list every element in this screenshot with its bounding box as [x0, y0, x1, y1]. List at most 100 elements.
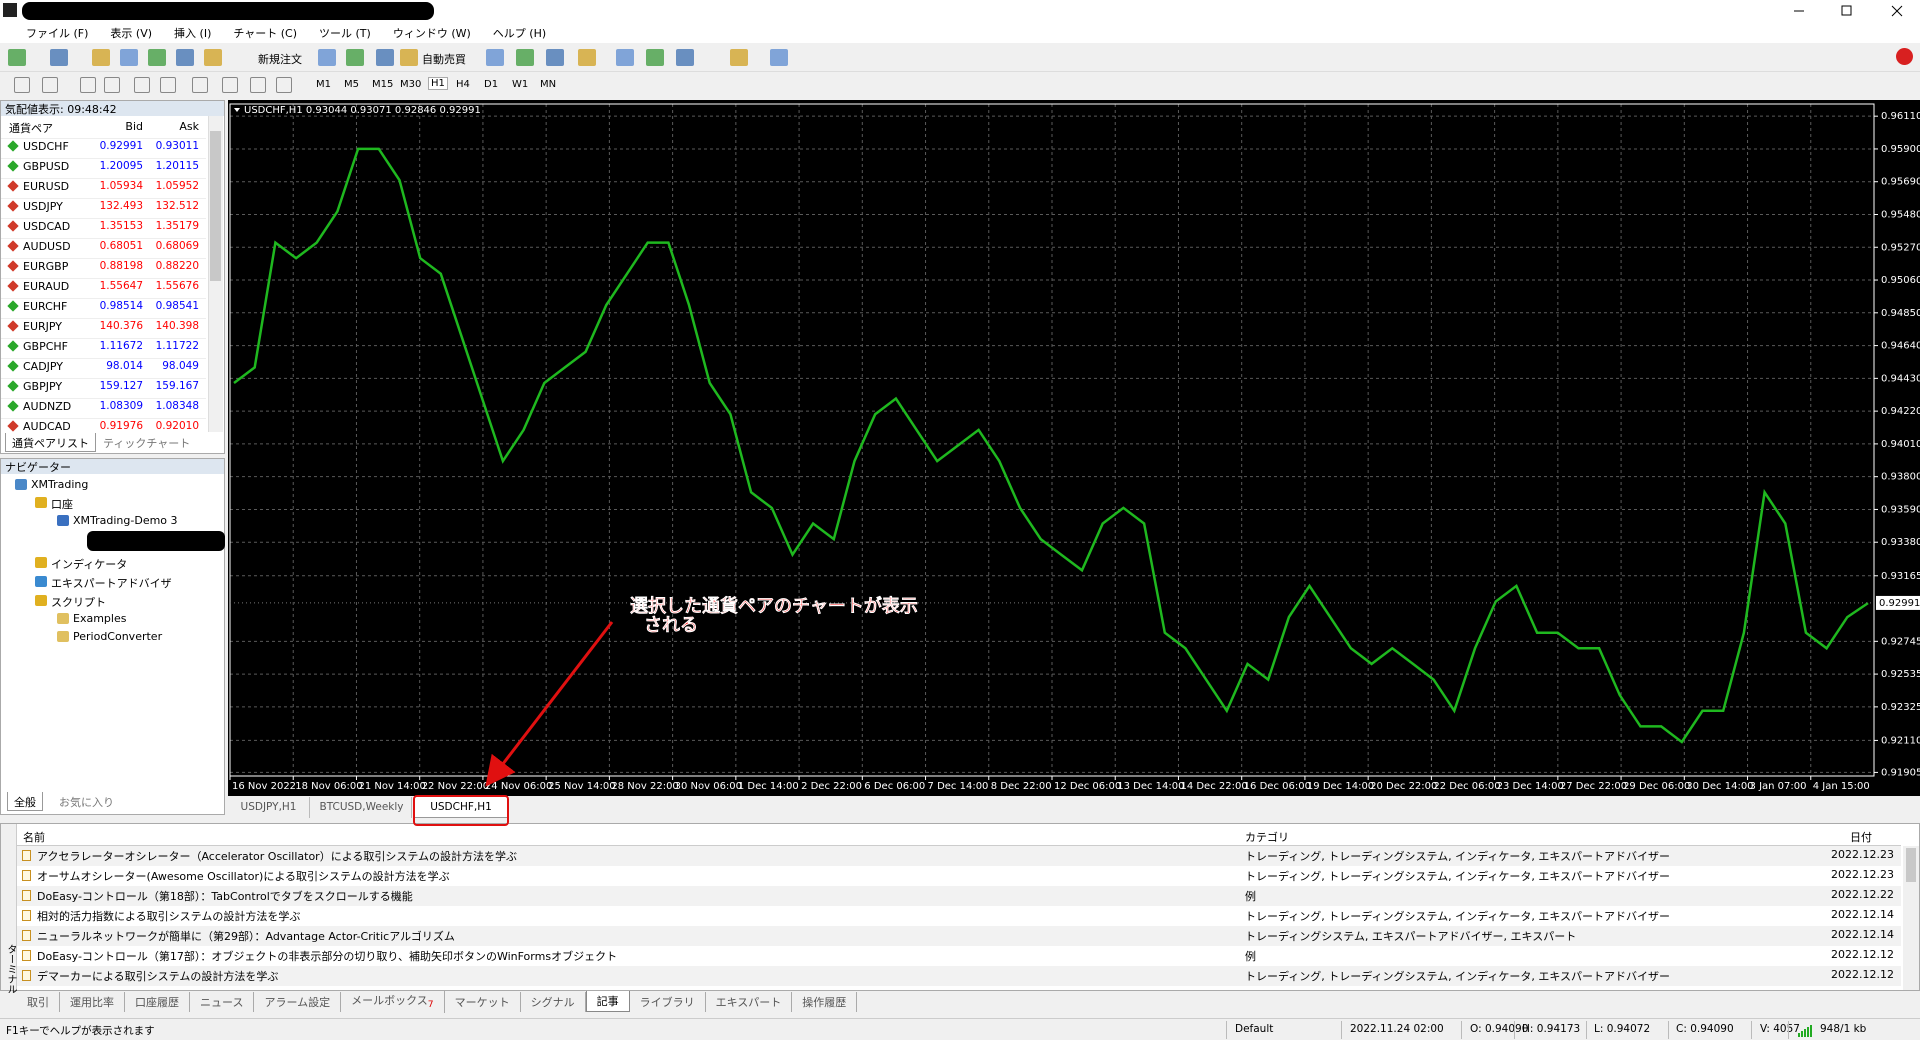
symbol[interactable]: EURGBP [23, 260, 69, 273]
window-controls[interactable] [1780, 0, 1920, 22]
timeframe-button[interactable]: H1 [428, 77, 448, 90]
new-order-button[interactable]: 新規注文 [258, 53, 302, 66]
panel-tab[interactable]: 通貨ペアリスト [5, 433, 96, 452]
tool-button[interactable] [276, 77, 292, 93]
timeframe-button[interactable]: W1 [512, 79, 529, 90]
alert-badge[interactable] [1896, 48, 1913, 65]
toolbar-button[interactable] [346, 49, 364, 66]
tree-item[interactable]: スクリプト [51, 596, 106, 609]
terminal-tab[interactable]: シグナル [521, 991, 586, 1012]
symbol[interactable]: EURJPY [23, 320, 62, 333]
terminal-tab[interactable]: ニュース [190, 991, 255, 1012]
terminal-tab[interactable]: 運用比率 [60, 991, 125, 1012]
symbol[interactable]: AUDNZD [23, 400, 72, 413]
chart-tab[interactable]: USDJPY,H1 [228, 797, 310, 818]
article-name[interactable]: DoEasy-コントロール（第18部）：TabControlでタブをスクロールす… [37, 890, 413, 903]
toolbar-button[interactable] [204, 49, 222, 66]
tool-button[interactable] [104, 77, 120, 93]
panel-tab[interactable]: ティックチャート [103, 437, 191, 450]
menu-item[interactable]: ファイル (F) [26, 26, 89, 40]
tool-button[interactable] [80, 77, 96, 93]
symbol[interactable]: AUDUSD [23, 240, 71, 253]
toolbar-button[interactable] [318, 49, 336, 66]
terminal-tab[interactable]: 取引 [17, 991, 60, 1012]
terminal-tab[interactable]: 記事 [585, 991, 630, 1012]
menu-item[interactable]: ヘルプ (H) [492, 26, 547, 40]
terminal-tab[interactable]: メールボックス7 [341, 990, 445, 1013]
auto-trading-button[interactable]: 自動売買 [422, 53, 466, 66]
menu-item[interactable]: 挿入 (I) [174, 26, 212, 40]
toolbar-button[interactable] [176, 49, 194, 66]
symbol[interactable]: GBPJPY [23, 380, 63, 393]
article-name[interactable]: アクセラレーターオシレーター（Accelerator Oscillator）によ… [37, 850, 518, 863]
article-row[interactable] [17, 926, 1901, 946]
timeframe-button[interactable]: M15 [372, 79, 394, 90]
tree-item[interactable]: インディケータ [51, 558, 128, 571]
menu-item[interactable]: 表示 (V) [110, 26, 153, 40]
terminal-tab[interactable]: アラーム設定 [254, 991, 342, 1012]
symbol[interactable]: USDCAD [23, 220, 71, 233]
timeframe-button[interactable]: MN [540, 79, 557, 90]
tool-button[interactable] [14, 77, 30, 93]
toolbar-button[interactable] [516, 49, 534, 66]
symbol[interactable]: EURAUD [23, 280, 70, 293]
toolbar-button[interactable] [770, 49, 788, 66]
tree-item[interactable]: XMTrading-Demo 3 [73, 514, 178, 527]
timeframe-button[interactable]: M5 [344, 79, 359, 90]
symbol[interactable]: AUDCAD [23, 420, 71, 433]
toolbar-button[interactable] [616, 49, 634, 66]
tree-item[interactable]: XMTrading [31, 478, 89, 491]
timeframe-button[interactable]: D1 [484, 79, 499, 90]
article-row[interactable] [17, 886, 1901, 906]
tool-button[interactable] [42, 77, 58, 93]
article-name[interactable]: DoEasy-コントロール（第17部）：オブジェクトの非表示部分の切り取り、補助… [37, 950, 618, 963]
symbol[interactable]: CADJPY [23, 360, 64, 373]
symbol[interactable]: USDJPY [23, 200, 63, 213]
tool-button[interactable] [192, 77, 208, 93]
terminal-tab[interactable]: ライブラリ [630, 991, 706, 1012]
timeframe-button[interactable]: M1 [316, 79, 331, 90]
symbol[interactable]: GBPUSD [23, 160, 70, 173]
menu-item[interactable]: チャート (C) [233, 26, 298, 40]
terminal-tab[interactable]: マーケット [445, 991, 521, 1012]
toolbar-button[interactable] [730, 49, 748, 66]
toolbar-button[interactable] [578, 49, 596, 66]
toolbar-button[interactable] [400, 49, 418, 66]
article-row[interactable] [17, 906, 1901, 926]
symbol[interactable]: EURCHF [23, 300, 68, 313]
article-name[interactable]: オーサムオシレーター(Awesome Oscillator)による取引システムの… [37, 870, 450, 883]
terminal-tab[interactable]: 口座履歴 [125, 991, 190, 1012]
tree-item[interactable]: 口座 [51, 498, 73, 511]
article-name[interactable]: デマーカーによる取引システムの設計方法を学ぶ [37, 970, 279, 983]
toolbar-button[interactable] [546, 49, 564, 66]
chart-tab[interactable]: USDCHF,H1 [414, 797, 508, 818]
article-row[interactable] [17, 966, 1901, 986]
toolbar-button[interactable] [486, 49, 504, 66]
tree-item[interactable]: エキスパートアドバイザ [51, 577, 172, 590]
panel-tab[interactable]: お気に入り [59, 796, 114, 809]
symbol[interactable]: EURUSD [23, 180, 70, 193]
article-row[interactable] [17, 866, 1901, 886]
toolbar-button[interactable] [92, 49, 110, 66]
chart-tab[interactable]: BTCUSD,Weekly [312, 797, 412, 818]
toolbar-button[interactable] [676, 49, 694, 66]
menu-item[interactable]: ウィンドウ (W) [392, 26, 471, 40]
terminal-tab[interactable]: 操作履歴 [792, 991, 858, 1012]
toolbar-button[interactable] [148, 49, 166, 66]
article-row[interactable] [17, 946, 1901, 966]
toolbar-button[interactable] [646, 49, 664, 66]
panel-tab[interactable]: 全般 [7, 792, 43, 811]
timeframe-button[interactable]: H4 [456, 79, 470, 90]
tree-item[interactable]: PeriodConverter [73, 630, 163, 643]
article-name[interactable]: ニューラルネットワークが簡単に（第29部）：Advantage Actor-Cr… [37, 930, 455, 943]
tool-button[interactable] [250, 77, 266, 93]
toolbar-button[interactable] [50, 49, 68, 66]
article-name[interactable]: 相対的活力指数による取引システムの設計方法を学ぶ [37, 910, 301, 923]
menu-item[interactable]: ツール (T) [319, 26, 371, 40]
symbol[interactable]: USDCHF [23, 140, 69, 153]
tree-item[interactable]: Examples [73, 612, 127, 625]
tool-button[interactable] [222, 77, 238, 93]
tool-button[interactable] [160, 77, 176, 93]
toolbar-button[interactable] [8, 49, 26, 66]
timeframe-button[interactable]: M30 [400, 79, 422, 90]
